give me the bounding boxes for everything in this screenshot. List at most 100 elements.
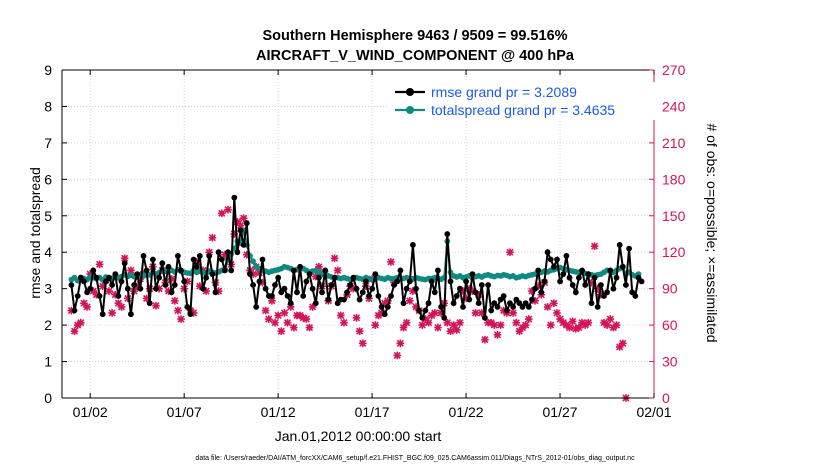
obs-marker xyxy=(164,287,173,295)
rmse-point xyxy=(400,300,407,307)
obs-marker xyxy=(481,335,489,344)
obs-marker xyxy=(70,327,79,335)
rmse-point xyxy=(554,256,560,263)
obs-marker xyxy=(587,278,596,287)
rmse-point xyxy=(538,289,545,296)
obs-marker xyxy=(618,339,627,348)
rmse-point xyxy=(287,300,294,307)
rmse-point xyxy=(500,293,507,299)
obs-marker xyxy=(424,318,433,327)
rmse-point xyxy=(206,253,213,259)
rmse-point xyxy=(610,285,617,292)
obs-marker xyxy=(593,284,602,293)
obs-marker xyxy=(299,314,308,322)
obs-marker xyxy=(167,275,176,283)
obs-marker xyxy=(170,297,179,305)
rmse-point xyxy=(115,293,122,299)
rmse-point xyxy=(438,304,444,310)
obs-marker xyxy=(449,321,458,329)
rmse-point xyxy=(453,293,460,299)
rmse-point xyxy=(441,314,448,321)
obs-marker xyxy=(277,327,286,335)
rmse-point xyxy=(460,304,466,310)
obs-marker xyxy=(192,258,201,266)
obs-marker xyxy=(421,315,430,323)
legend-box xyxy=(389,82,655,120)
plot-area: 0123456789030609012015018021024027001/02… xyxy=(44,62,685,420)
rmse-point xyxy=(68,282,75,288)
rmse-point xyxy=(96,293,103,299)
rmse-point xyxy=(71,307,78,314)
obs-marker xyxy=(468,287,477,295)
obs-marker xyxy=(496,321,505,329)
obs-marker xyxy=(133,282,141,291)
rmse-point xyxy=(569,282,576,288)
rmse-point xyxy=(594,304,601,310)
rmse-point xyxy=(591,274,598,281)
obs-marker xyxy=(434,323,442,332)
rmse-point xyxy=(247,271,253,277)
obs-marker xyxy=(189,309,198,317)
obs-marker xyxy=(393,351,402,360)
obs-marker xyxy=(208,233,217,242)
obs-marker xyxy=(255,269,264,277)
obs-marker xyxy=(515,327,524,335)
obs-marker xyxy=(506,248,514,257)
rmse-point xyxy=(375,293,382,299)
rmse-point xyxy=(544,249,551,256)
rmse-point xyxy=(309,285,316,292)
y2-tick-label: 180 xyxy=(662,171,686,187)
rmse-point xyxy=(209,271,216,277)
obs-marker xyxy=(412,303,420,311)
rmse-point xyxy=(294,289,300,296)
obs-marker xyxy=(612,321,621,329)
rmse-point xyxy=(372,271,379,277)
rmse-point xyxy=(262,285,269,292)
rmse-point xyxy=(153,285,159,292)
rmse-point xyxy=(106,274,112,281)
rmse-point xyxy=(582,282,589,288)
obs-marker xyxy=(127,266,135,275)
x-tick-label: 01/12 xyxy=(261,404,296,420)
y-tick-label: 9 xyxy=(44,62,52,78)
legend-spread-marker xyxy=(406,106,414,114)
obs-marker xyxy=(224,205,232,214)
rmse-point xyxy=(118,278,125,285)
x-tick-label: 01/02 xyxy=(73,404,108,420)
legend-spread-text: totalspread grand pr = 3.4635 xyxy=(431,102,615,118)
obs-marker xyxy=(95,260,104,269)
rmse-point xyxy=(638,278,645,285)
rmse-point xyxy=(397,267,404,274)
y-tick-label: 1 xyxy=(44,354,52,370)
rmse-point xyxy=(488,307,495,314)
rmse-point xyxy=(284,293,291,299)
rmse-point xyxy=(243,220,250,227)
rmse-point xyxy=(403,285,410,292)
y-tick-label: 7 xyxy=(44,135,52,151)
obs-marker xyxy=(86,270,94,278)
obs-marker xyxy=(474,290,483,299)
obs-marker xyxy=(377,309,386,317)
rmse-point xyxy=(482,314,488,321)
rmse-point xyxy=(341,296,347,303)
obs-marker xyxy=(114,299,123,308)
rmse-point xyxy=(579,267,585,274)
rmse-point xyxy=(331,274,338,281)
rmse-point xyxy=(256,278,263,285)
rmse-point xyxy=(381,311,388,318)
x-tick-label: 01/22 xyxy=(449,404,484,420)
rmse-point xyxy=(384,304,391,310)
y2-tick-label: 120 xyxy=(662,244,686,260)
obs-marker xyxy=(384,297,392,305)
rmse-point xyxy=(275,274,282,281)
rmse-point xyxy=(469,271,476,277)
y-tick-label: 6 xyxy=(44,171,52,187)
rmse-point xyxy=(193,263,200,270)
obs-marker xyxy=(443,318,452,327)
rmse-point xyxy=(428,278,435,285)
rmse-point xyxy=(572,289,579,296)
rmse-point xyxy=(300,293,307,299)
rmse-point xyxy=(366,293,372,299)
rmse-point xyxy=(297,263,303,270)
obs-marker xyxy=(525,315,533,323)
